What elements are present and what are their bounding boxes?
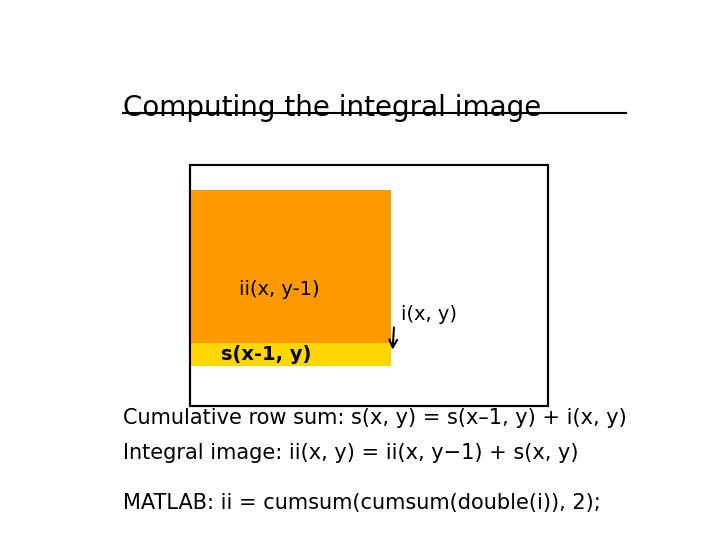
Bar [190,165,548,406]
Text: Cumulative row sum: s(x, y) = s(x–1, y) + i(x, y): Cumulative row sum: s(x, y) = s(x–1, y) … [124,408,627,428]
FancyArrowPatch shape [390,327,397,347]
Text: Computing the integral image: Computing the integral image [124,94,541,122]
Text: i(x, y): i(x, y) [401,305,457,324]
Bar [190,165,548,406]
Bar [190,190,392,364]
Text: MATLAB: ii = cumsum(cumsum(double(i)), 2);: MATLAB: ii = cumsum(cumsum(double(i)), 2… [124,493,601,513]
Text: ii(x, y-1): ii(x, y-1) [240,280,320,299]
Bar [190,343,392,366]
Text: s(x-1, y): s(x-1, y) [220,345,311,364]
Text: Integral image: ii(x, y) = ii(x, y−1) + s(x, y): Integral image: ii(x, y) = ii(x, y−1) + … [124,443,579,463]
